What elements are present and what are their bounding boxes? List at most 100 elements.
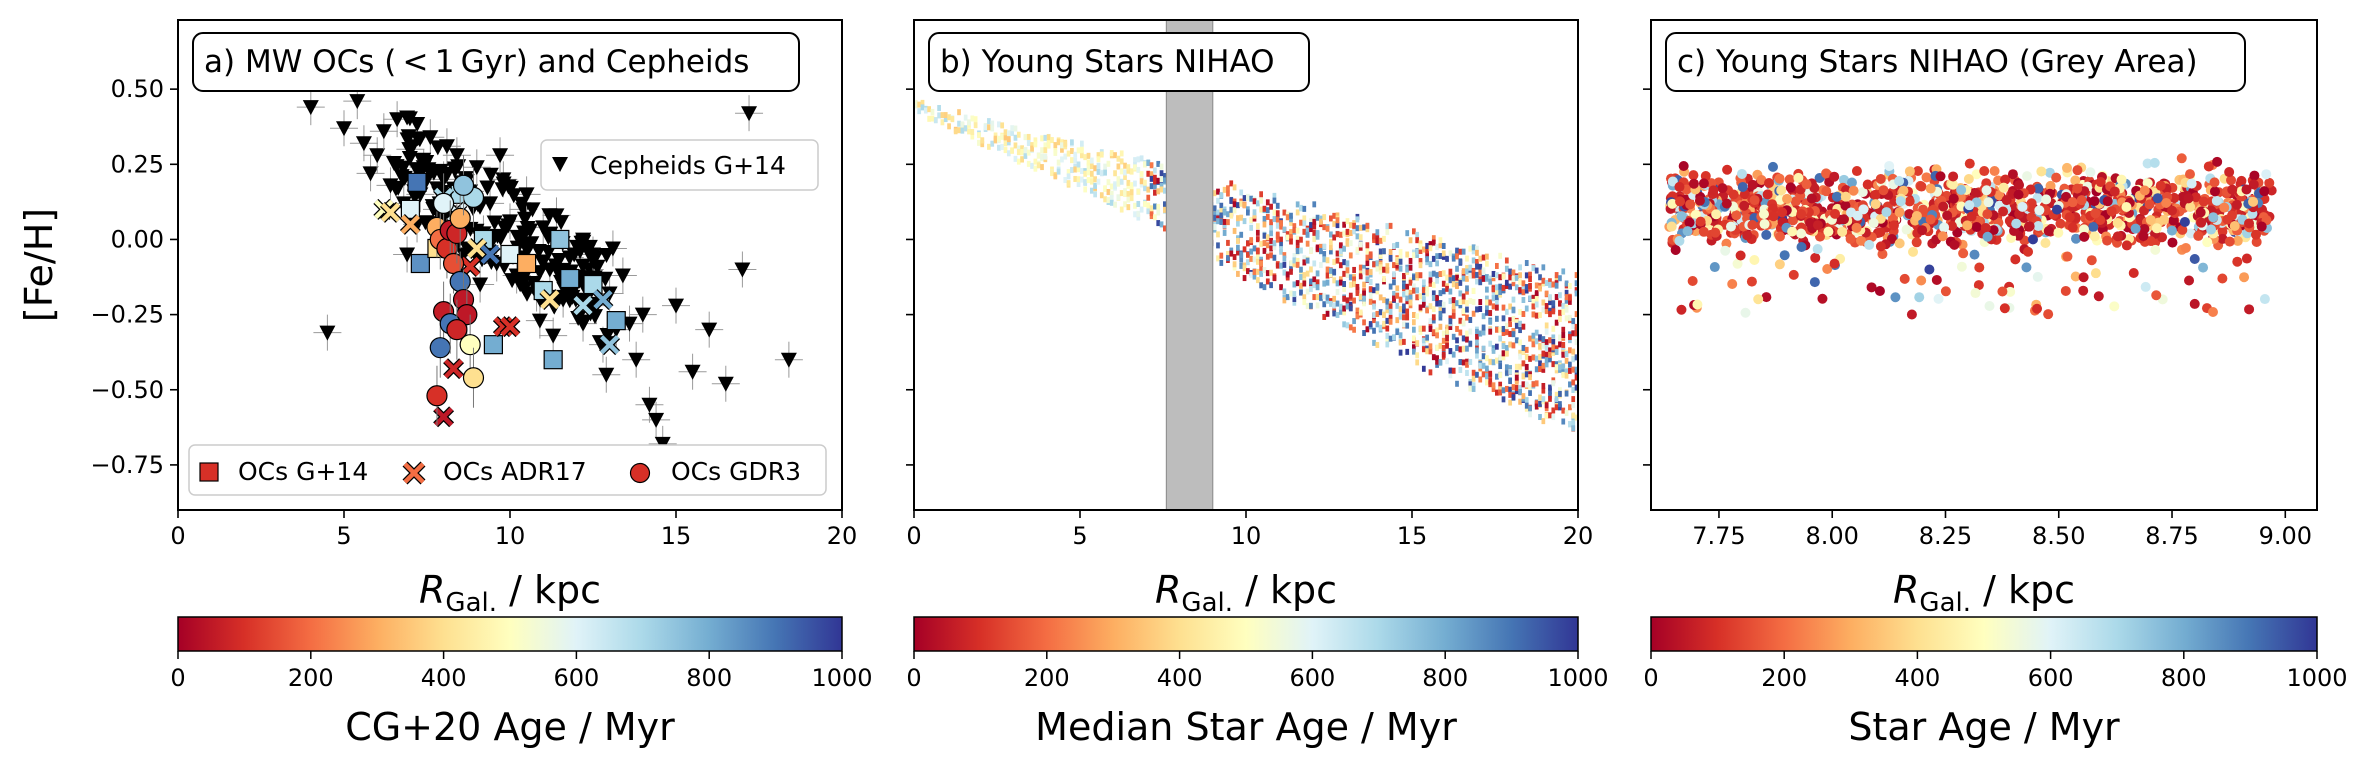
histogram-bin: [927, 115, 931, 122]
histogram-bin: [1080, 167, 1084, 174]
histogram-bin: [1040, 135, 1044, 142]
histogram-bin: [1342, 221, 1346, 228]
histogram-bin: [1299, 266, 1303, 273]
panel-a-legend-cepheids: Cepheids G+14: [540, 139, 819, 191]
histogram-bin: [1332, 212, 1337, 219]
histogram-bin: [1050, 166, 1054, 173]
histogram-bin: [1378, 264, 1383, 271]
cepheid-point: [482, 167, 499, 183]
histogram-bin: [960, 121, 965, 128]
histogram-bin: [1116, 180, 1121, 187]
histogram-bin: [1461, 293, 1466, 300]
star-point: [2027, 234, 2038, 245]
star-point: [1829, 258, 1840, 269]
histogram-bin: [1534, 329, 1539, 336]
cepheid-point: [439, 167, 456, 183]
histogram-bin: [1504, 279, 1509, 286]
histogram-bin: [1149, 205, 1154, 212]
histogram-bin: [1398, 306, 1403, 313]
histogram-bin: [1319, 215, 1323, 222]
histogram-bin: [1398, 339, 1403, 346]
star-point: [2151, 290, 2162, 301]
histogram-bin: [1219, 252, 1224, 259]
star-point: [2145, 215, 2156, 226]
histogram-bin: [1548, 392, 1552, 399]
histogram-bin: [1458, 290, 1463, 297]
histogram-bin: [1508, 391, 1512, 398]
histogram-bin: [1438, 358, 1443, 365]
histogram-bin: [1322, 280, 1327, 287]
histogram-bin: [1445, 274, 1449, 281]
star-point: [1777, 207, 1788, 218]
histogram-bin: [1299, 289, 1303, 296]
histogram-bin: [1119, 206, 1124, 213]
histogram-bin: [990, 125, 995, 132]
star-point: [1763, 178, 1774, 189]
star-point: [1742, 230, 1753, 241]
histogram-bin: [1159, 183, 1164, 190]
histogram-bin: [1418, 262, 1423, 269]
star-point: [1840, 191, 1851, 202]
star-point: [1779, 250, 1790, 261]
histogram-bin: [1358, 244, 1363, 251]
star-point: [2222, 214, 2233, 225]
histogram-bin: [1528, 271, 1532, 278]
panel-a-plot-area: [296, 83, 803, 462]
oc-adr17-point: [400, 214, 420, 235]
histogram-bin: [1388, 283, 1393, 290]
histogram-bin: [1309, 226, 1313, 233]
histogram-bin: [1538, 334, 1542, 341]
histogram-bin: [1099, 151, 1104, 158]
histogram-bin: [1468, 268, 1473, 275]
histogram-bin: [1262, 215, 1267, 222]
histogram-bin: [1561, 332, 1566, 339]
histogram-bin: [1066, 168, 1071, 175]
histogram-bin: [1551, 407, 1556, 414]
star-point: [1855, 235, 1866, 246]
panel-a-colorbar: [177, 616, 843, 652]
oc-gdr3-point: [452, 174, 475, 196]
histogram-bin: [1412, 326, 1416, 333]
star-point: [1983, 197, 1994, 208]
histogram-bin: [1548, 347, 1552, 354]
star-point: [1688, 170, 1699, 181]
histogram-bin: [1063, 153, 1068, 160]
histogram-bin: [1282, 261, 1287, 268]
histogram-bin: [1431, 295, 1436, 302]
histogram-bin: [1299, 282, 1303, 289]
histogram-bin: [1571, 379, 1576, 386]
histogram-bin: [1564, 315, 1569, 322]
histogram-bin: [1511, 269, 1516, 276]
histogram-bin: [1279, 248, 1283, 255]
histogram-bin: [1212, 190, 1217, 197]
y-tick-label: −0.50: [90, 376, 164, 404]
colorbar-tick-label: 0: [906, 664, 921, 692]
star-point: [2102, 196, 2113, 207]
histogram-bin: [1372, 236, 1376, 243]
x-tick-label: 10: [495, 522, 526, 550]
star-point: [2070, 233, 2081, 244]
histogram-bin: [1219, 202, 1224, 209]
histogram-bin: [1421, 325, 1426, 332]
histogram-bin: [1285, 274, 1290, 281]
histogram-bin: [1086, 177, 1091, 184]
histogram-bin: [1335, 212, 1340, 219]
panel-a-ticks: 0 5 10 15 200.500.250.00−0.25−0.50−0.75: [90, 75, 857, 550]
histogram-bin: [914, 100, 918, 107]
histogram-bin: [1352, 266, 1356, 273]
histogram-bin: [1531, 354, 1536, 361]
histogram-bin: [1538, 274, 1542, 281]
histogram-bin: [1109, 150, 1114, 157]
star-point: [1694, 195, 1705, 206]
histogram-bin: [1139, 155, 1144, 162]
histogram-bin: [1534, 366, 1539, 373]
oc-gdr3-point: [462, 367, 485, 389]
histogram-bin: [1362, 290, 1366, 297]
histogram-bin: [1159, 170, 1164, 177]
histogram-bin: [1455, 247, 1459, 254]
histogram-bin: [1302, 228, 1307, 235]
histogram-bin: [1558, 316, 1562, 323]
histogram-bin: [1378, 268, 1383, 275]
star-point: [1840, 200, 1851, 211]
histogram-bin: [1455, 337, 1459, 344]
